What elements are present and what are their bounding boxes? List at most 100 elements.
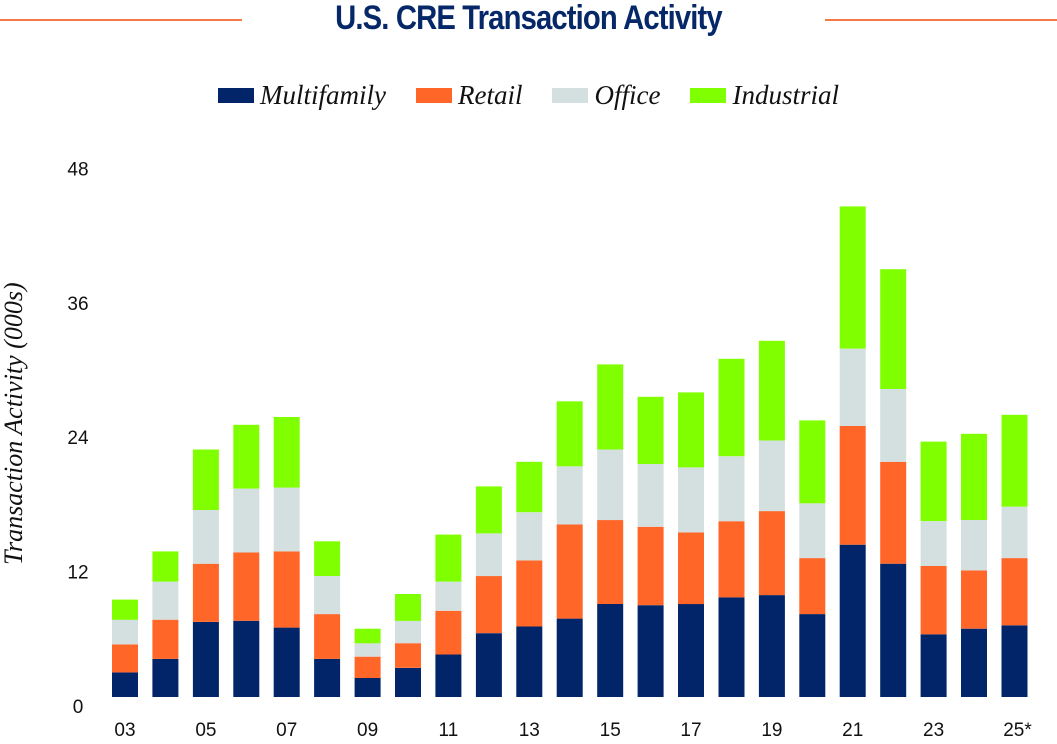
title-bar: U.S. CRE Transaction Activity xyxy=(0,0,1057,50)
bar-segment-retail-09 xyxy=(354,656,381,678)
x-tick-label: 13 xyxy=(519,720,540,741)
legend-swatch xyxy=(218,88,255,103)
bar-segment-retail-18 xyxy=(718,521,745,598)
bar-segment-multifamily-19 xyxy=(758,595,785,697)
x-tick-label: 25* xyxy=(1003,720,1032,741)
bar-segment-office-11 xyxy=(435,581,462,611)
bar-segment-office-19 xyxy=(758,440,785,512)
bar-segment-multifamily-13 xyxy=(516,626,543,697)
x-tick-label: 07 xyxy=(276,720,297,741)
bar-segment-industrial-20 xyxy=(799,420,826,504)
bar-segment-multifamily-20 xyxy=(799,614,826,697)
bar-segment-industrial-21 xyxy=(839,206,866,349)
legend-swatch xyxy=(690,88,727,103)
bar-segment-retail-23 xyxy=(920,566,947,635)
bar-segment-multifamily-12 xyxy=(475,633,502,697)
bar-segment-multifamily-08 xyxy=(314,658,341,697)
bar-segment-office-09 xyxy=(354,643,381,657)
bar-segment-industrial-13 xyxy=(516,461,543,513)
bar-segment-office-21 xyxy=(839,348,866,426)
bar-segment-office-16 xyxy=(637,464,664,527)
bar-segment-industrial-15 xyxy=(597,364,624,450)
bar-segment-office-20 xyxy=(799,503,826,559)
bar-segment-office-24 xyxy=(961,520,987,571)
bar-segment-retail-16 xyxy=(637,526,664,606)
bar-segment-retail-10 xyxy=(395,643,421,668)
bar-segment-multifamily-07 xyxy=(273,627,300,697)
bar-segment-office-05 xyxy=(192,510,219,564)
title-rule-left xyxy=(0,19,242,21)
x-tick-label: 21 xyxy=(842,720,863,741)
x-tick-label: 03 xyxy=(114,720,135,741)
bar-segment-multifamily-16 xyxy=(637,605,664,697)
y-tick-label: 36 xyxy=(67,294,88,315)
bar-segment-office-17 xyxy=(678,467,704,533)
legend-swatch xyxy=(552,88,589,103)
legend-label: Industrial xyxy=(732,80,839,110)
x-tick-label: 17 xyxy=(680,720,701,741)
bar-segment-office-13 xyxy=(516,512,543,561)
bar-segment-industrial-05 xyxy=(192,449,219,510)
x-tick-label: 05 xyxy=(195,720,216,741)
bar-segment-industrial-14 xyxy=(556,401,583,467)
bar-segment-retail-15 xyxy=(597,520,624,604)
bar-segment-industrial-03 xyxy=(112,599,138,620)
bar-segment-retail-20 xyxy=(799,558,826,615)
legend-item-retail: Retail xyxy=(416,80,522,111)
bar-segment-industrial-04 xyxy=(152,551,179,582)
y-axis-ticks: 0 12 24 36 48 xyxy=(67,159,89,718)
bar-segment-multifamily-22 xyxy=(880,563,907,697)
bar-segment-retail-25* xyxy=(1001,558,1028,626)
bar-segment-retail-07 xyxy=(273,551,300,628)
bar-segment-office-10 xyxy=(395,620,421,644)
title-rule-right xyxy=(825,19,1057,21)
bar-segment-retail-04 xyxy=(152,619,179,659)
bar-segment-retail-14 xyxy=(556,524,583,619)
bar-segment-industrial-07 xyxy=(273,417,300,488)
legend-item-industrial: Industrial xyxy=(690,80,839,111)
bars xyxy=(112,206,1028,697)
bar-segment-multifamily-04 xyxy=(152,658,179,697)
bar-segment-multifamily-06 xyxy=(233,620,260,697)
x-tick-label: 19 xyxy=(761,720,782,741)
bar-segment-office-04 xyxy=(152,581,179,620)
bar-segment-industrial-12 xyxy=(475,486,502,534)
bar-segment-industrial-09 xyxy=(354,628,381,644)
y-tick-label: 24 xyxy=(67,428,89,449)
legend-item-multifamily: Multifamily xyxy=(218,80,386,111)
bar-segment-retail-19 xyxy=(758,511,785,596)
bar-segment-office-18 xyxy=(718,456,745,522)
bar-segment-office-15 xyxy=(597,449,624,521)
bar-segment-retail-13 xyxy=(516,560,543,627)
legend-swatch xyxy=(416,88,452,103)
bar-segment-multifamily-14 xyxy=(556,618,583,697)
x-axis-ticks: 03 05 07 09 11 13 15 17 19 21 23 25* xyxy=(114,720,1032,741)
bar-segment-retail-05 xyxy=(192,563,219,622)
y-tick-label: 12 xyxy=(67,563,88,584)
bar-segment-retail-22 xyxy=(880,461,907,564)
bar-segment-retail-03 xyxy=(112,644,138,673)
bar-segment-industrial-22 xyxy=(880,269,907,389)
bar-segment-multifamily-15 xyxy=(597,604,624,697)
bar-segment-retail-17 xyxy=(678,532,704,605)
y-tick-label: 48 xyxy=(67,159,88,180)
y-tick-label: 0 xyxy=(73,697,84,718)
bar-segment-multifamily-09 xyxy=(354,678,381,697)
x-tick-label: 23 xyxy=(923,720,944,741)
bar-segment-industrial-10 xyxy=(395,594,421,621)
bar-segment-industrial-16 xyxy=(637,396,664,464)
bar-segment-industrial-23 xyxy=(920,441,947,522)
bar-segment-retail-12 xyxy=(475,576,502,634)
bar-segment-office-12 xyxy=(475,533,502,577)
bar-segment-office-03 xyxy=(112,619,138,645)
bar-segment-office-23 xyxy=(920,521,947,566)
bar-segment-retail-21 xyxy=(839,426,866,545)
bar-segment-industrial-06 xyxy=(233,424,260,489)
bar-segment-industrial-11 xyxy=(435,534,462,582)
bar-segment-industrial-24 xyxy=(961,433,987,520)
legend-label: Multifamily xyxy=(260,80,386,110)
bar-segment-multifamily-17 xyxy=(678,604,704,697)
legend-item-office: Office xyxy=(552,80,660,111)
bar-segment-multifamily-24 xyxy=(961,628,987,697)
bar-segment-retail-24 xyxy=(961,570,987,629)
